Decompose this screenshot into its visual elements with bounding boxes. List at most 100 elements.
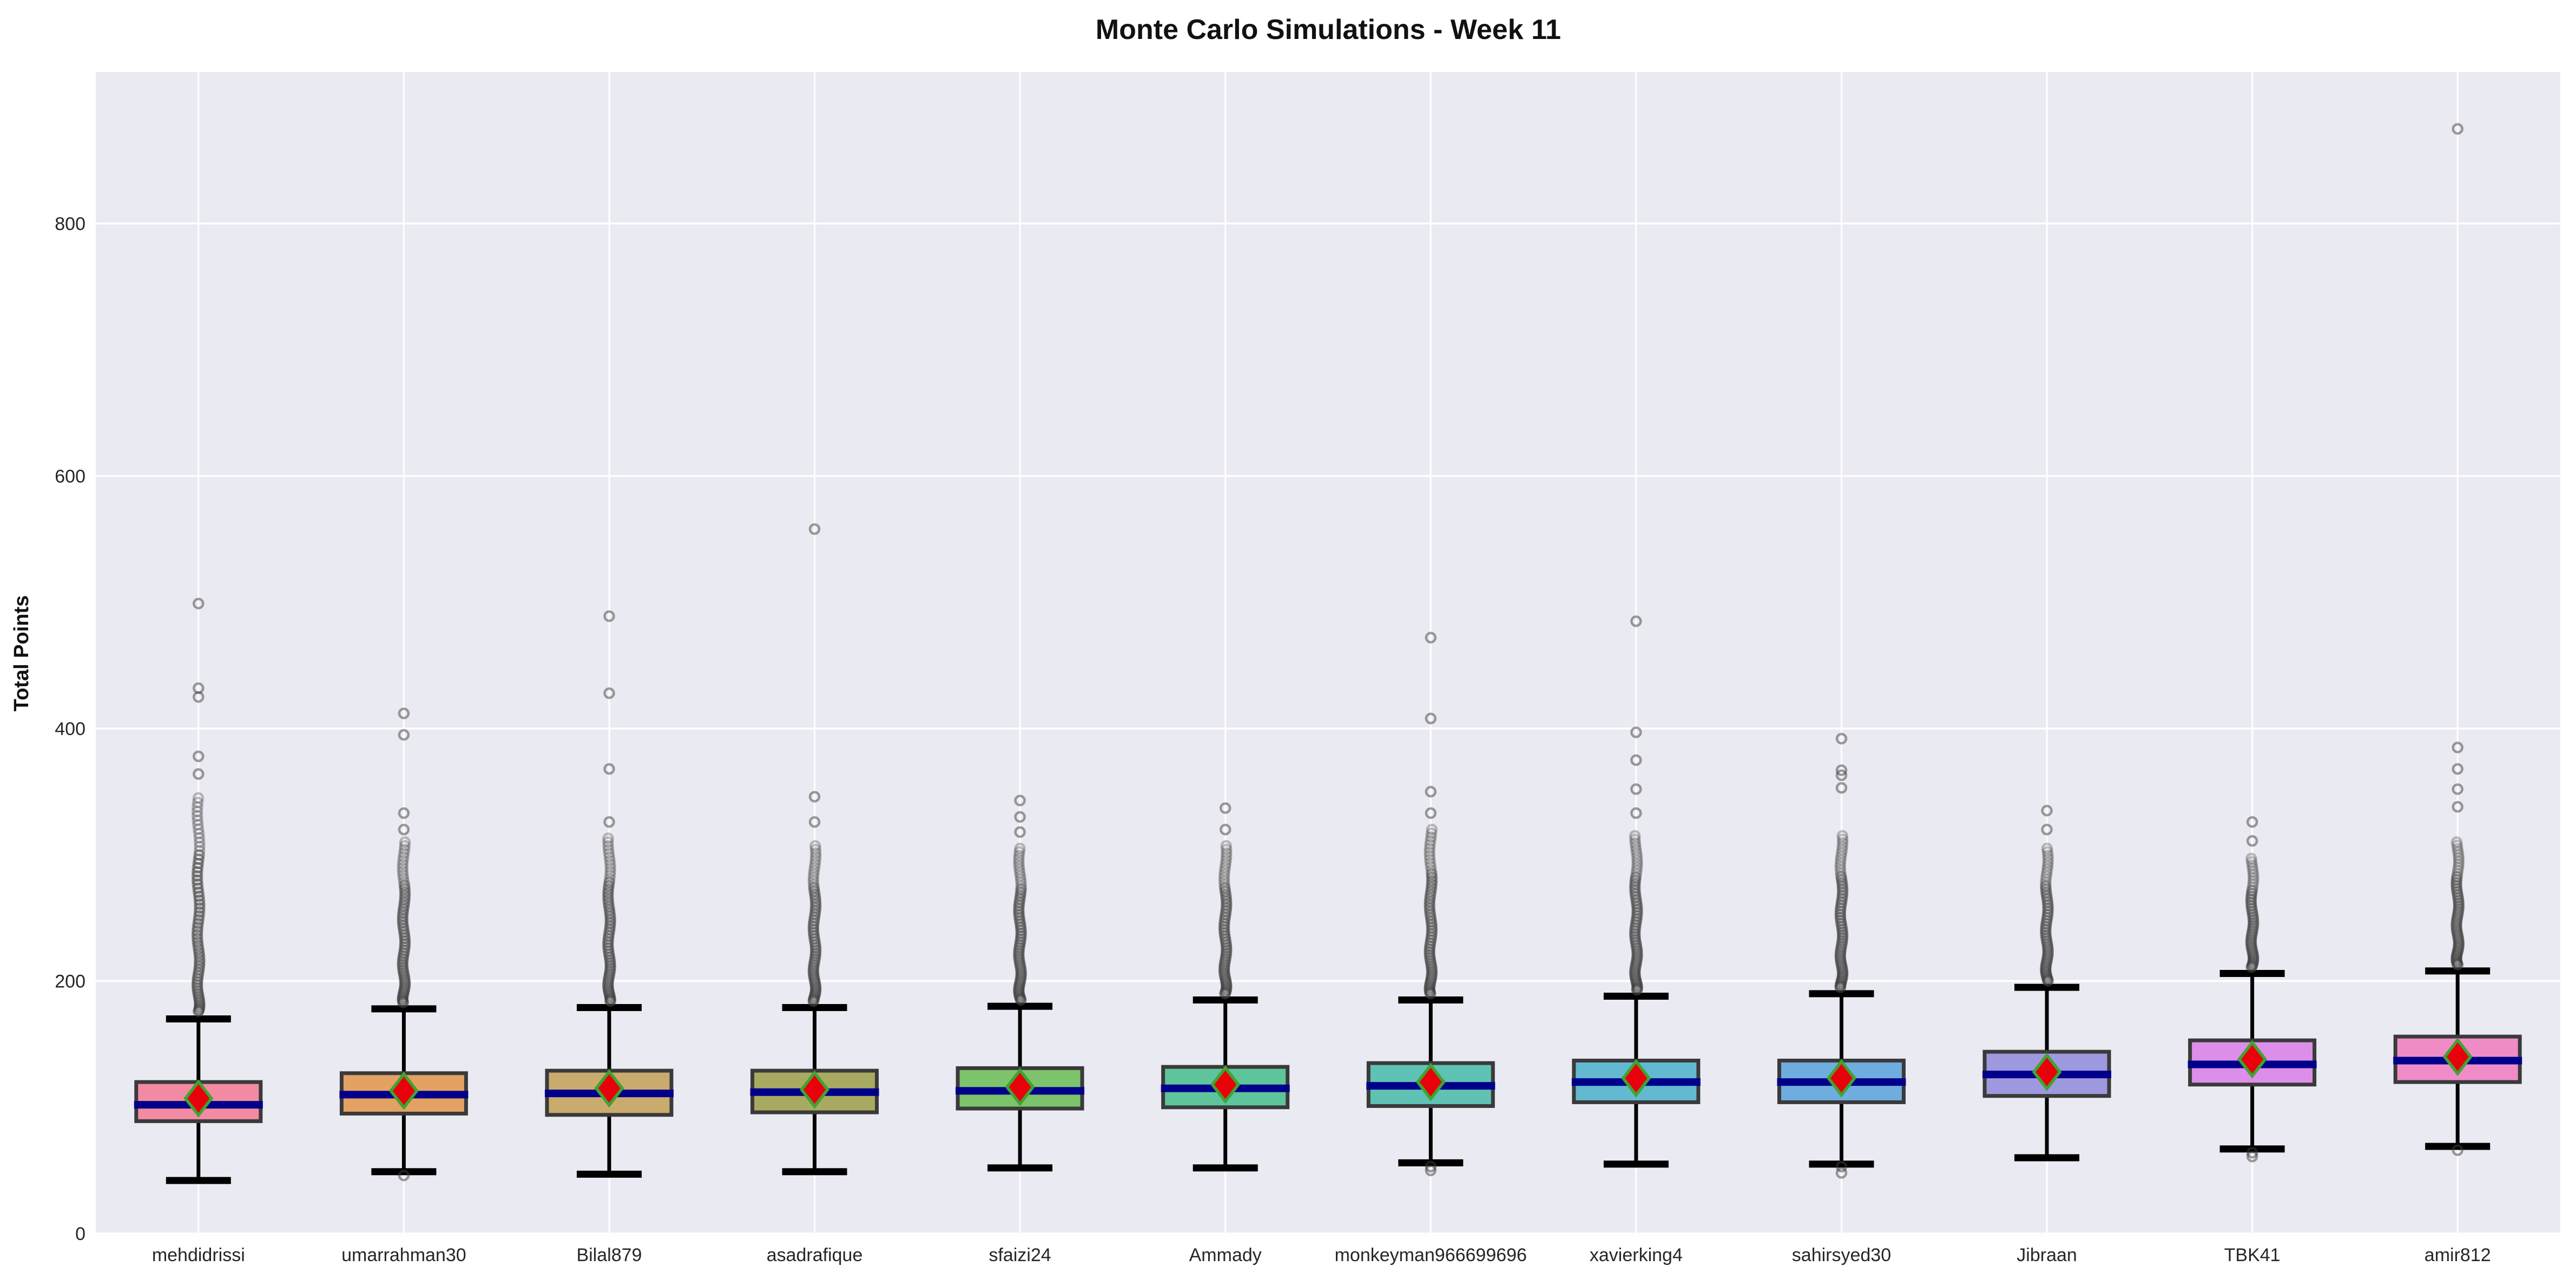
outlier-dot	[604, 862, 616, 874]
plot-area	[96, 72, 2560, 1235]
outlier-dot	[604, 869, 616, 881]
outlier-dot	[398, 729, 410, 741]
outlier-dot	[398, 1169, 410, 1182]
outlier-dot	[1629, 837, 1642, 849]
outlier-dot	[1835, 850, 1847, 863]
outlier-dot	[1835, 1167, 1848, 1179]
outlier-dot	[2452, 123, 2463, 135]
outlier-dot	[1425, 827, 1438, 839]
outlier-dot	[1630, 726, 1642, 738]
outlier-dot	[1835, 769, 1848, 782]
outlier-dot	[603, 816, 615, 828]
outlier-dot	[1835, 870, 1847, 883]
outlier-dot	[192, 823, 205, 835]
outlier-dot	[192, 792, 205, 804]
outlier-dot	[1425, 807, 1437, 819]
outlier-dot	[1629, 834, 1641, 845]
outlier-dot	[2040, 870, 2052, 882]
outlier-dot	[808, 868, 820, 880]
outlier-dot	[1630, 868, 1642, 880]
outlier-dot	[1426, 823, 1438, 836]
chart-title: Monte Carlo Simulations - Week 11	[1096, 14, 1561, 45]
outlier-dot	[2041, 846, 2054, 858]
outlier-dot	[602, 843, 615, 856]
outlier-dot	[193, 845, 206, 857]
outlier-dot	[808, 816, 821, 828]
outlier-dot	[1630, 783, 1642, 795]
outlier-dot	[2248, 872, 2259, 884]
outlier-dot	[1834, 864, 1847, 876]
y-tick-label: 0	[75, 1224, 85, 1244]
outlier-dot	[1425, 632, 1437, 644]
outlier-dot	[602, 840, 614, 852]
outlier-dot	[1836, 830, 1848, 842]
outlier-dot	[1630, 754, 1642, 766]
mean-marker	[1210, 1065, 1241, 1104]
outlier-dot	[808, 864, 820, 877]
mean-marker	[2442, 1037, 2473, 1076]
outlier-dot	[1836, 840, 1848, 852]
outlier-dot	[1218, 882, 1231, 894]
outlier-dot	[603, 847, 615, 860]
outlier-dot	[1631, 854, 1643, 867]
outlier-dot	[194, 836, 206, 848]
outlier-dot	[603, 876, 615, 888]
outlier-dot	[1218, 868, 1230, 881]
x-tick-label: TBK41	[2224, 1245, 2281, 1265]
outlier-dot	[2247, 875, 2259, 887]
outlier-dot	[193, 906, 206, 918]
outlier-dot	[398, 823, 410, 836]
x-tick-label: Jibraan	[2017, 1245, 2077, 1265]
outlier-dot	[809, 854, 821, 866]
outlier-dot	[398, 847, 410, 860]
outlier-dot	[807, 878, 820, 890]
outlier-dot	[604, 855, 616, 867]
outlier-dot	[2247, 878, 2259, 890]
outlier-dot	[2041, 860, 2054, 872]
outlier-dot	[1013, 853, 1025, 865]
outlier-dot	[1220, 854, 1232, 867]
outlier-dot	[1218, 878, 1230, 891]
mean-marker	[1621, 1059, 1651, 1098]
outlier-dot	[398, 876, 410, 888]
outlier-dot	[398, 843, 411, 856]
outlier-dot	[602, 832, 614, 844]
outlier-dot	[2452, 864, 2464, 877]
outlier-dot	[1425, 861, 1437, 873]
x-tick-label: sfaizi24	[989, 1245, 1051, 1265]
outlier-dot	[809, 847, 822, 859]
outlier-dot	[1015, 877, 1027, 889]
outlier-dot	[398, 851, 410, 863]
outlier-dot	[2453, 855, 2465, 868]
outlier-dot	[2452, 868, 2463, 880]
outlier-dot	[1424, 857, 1437, 869]
outlier-dot	[2450, 836, 2463, 848]
mean-marker	[388, 1071, 419, 1110]
outlier-dot	[397, 873, 410, 884]
outlier-dot	[2042, 849, 2054, 862]
outlier-dot	[2246, 816, 2258, 828]
mean-marker	[1415, 1062, 1446, 1101]
outlier-dot	[1014, 842, 1026, 855]
outlier-dot	[1835, 732, 1848, 745]
outlier-dot	[1424, 838, 1436, 851]
y-tick-label: 200	[55, 972, 85, 992]
outlier-dot	[1631, 858, 1643, 870]
outlier-dot	[1835, 867, 1847, 880]
outlier-dot	[2452, 862, 2465, 874]
outlier-dot	[1424, 842, 1436, 855]
outlier-dot	[1834, 857, 1847, 869]
outlier-dot	[1835, 782, 1848, 794]
outlier-dot	[1425, 785, 1437, 798]
outlier-dot	[2040, 877, 2052, 889]
outlier-dot	[397, 865, 409, 877]
outlier-dot	[2453, 852, 2465, 864]
mean-marker	[800, 1070, 830, 1109]
outlier-dot	[1218, 871, 1230, 884]
outlier-dot	[1014, 826, 1026, 838]
x-tick-label: mehdidrissi	[152, 1245, 245, 1265]
mean-marker	[2032, 1052, 2062, 1091]
outlier-dot	[397, 869, 409, 881]
outlier-dot	[1221, 847, 1233, 859]
